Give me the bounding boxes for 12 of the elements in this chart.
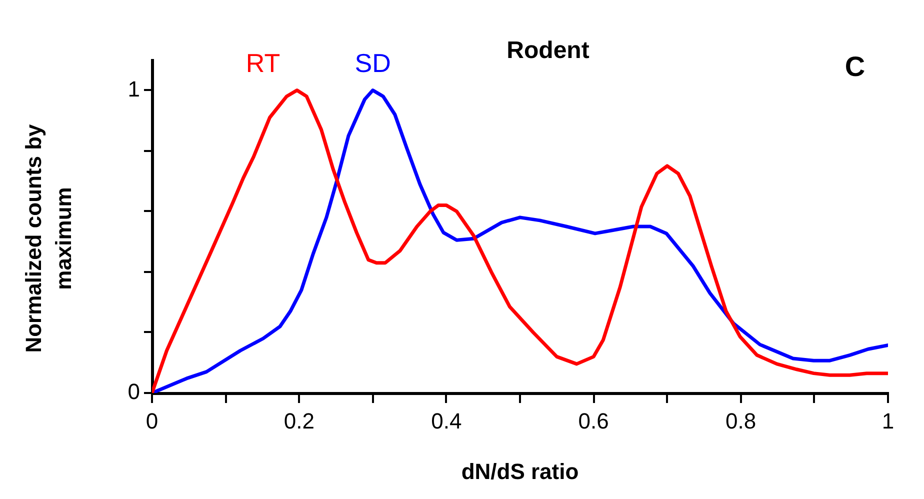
x-axis-title: dN/dS ratio bbox=[461, 459, 579, 484]
series-label: SD bbox=[354, 48, 391, 78]
y-axis-title: Normalized counts by maximum bbox=[21, 123, 76, 353]
x-tick-label: 0.4 bbox=[431, 408, 462, 434]
annotation: C bbox=[844, 51, 866, 82]
x-tick-label: 1 bbox=[882, 408, 894, 434]
x-tick-label: 0.6 bbox=[578, 408, 609, 434]
chart-title: Rodent bbox=[506, 37, 590, 64]
series-label: RT bbox=[246, 48, 280, 78]
x-tick-label: 0 bbox=[146, 408, 158, 434]
x-tick-label: 0.2 bbox=[284, 408, 314, 434]
x-tick-label: 0.8 bbox=[726, 408, 756, 434]
